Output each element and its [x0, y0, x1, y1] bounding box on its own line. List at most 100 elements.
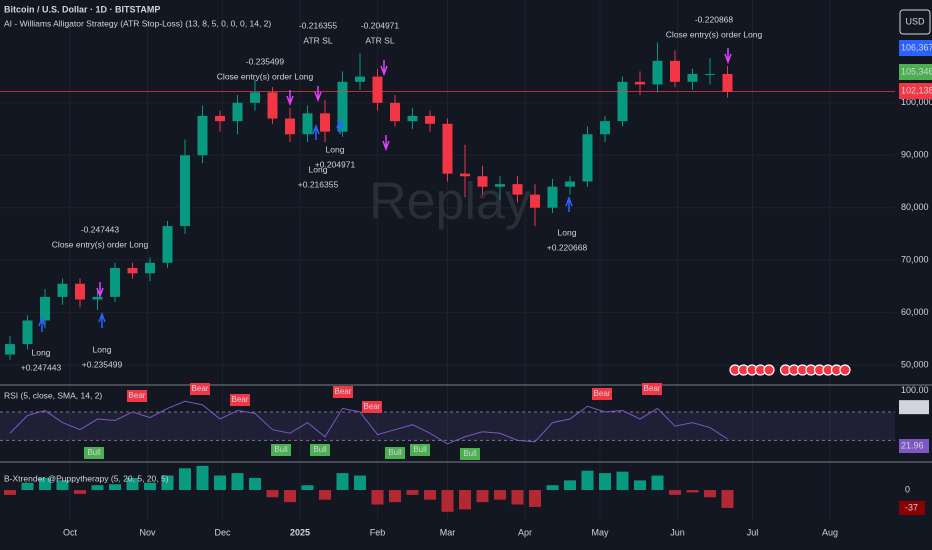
signal-box [460, 448, 480, 460]
candle-body [600, 121, 610, 135]
signal-box [333, 386, 353, 398]
hist-bar [634, 480, 646, 491]
hist-bar [284, 490, 296, 503]
hist-bar [4, 490, 16, 495]
rsi-band [0, 411, 895, 441]
value-tag [899, 500, 925, 515]
hist-bar [476, 490, 489, 503]
exit-arrow [96, 282, 104, 299]
entry-arrow [565, 195, 573, 212]
signal-label: Bear [594, 389, 611, 398]
pane-title: RSI (5, close, SMA, 14, 2) [4, 390, 102, 400]
candle-body [512, 184, 523, 195]
exit-arrow [314, 86, 322, 103]
trade-annotation: Long [558, 227, 577, 237]
entry-arrow [312, 123, 320, 140]
y-tick-label: 100.00 [901, 385, 929, 395]
candle-body [285, 118, 295, 135]
signal-label: Bull [313, 445, 327, 454]
candle-body [5, 344, 15, 355]
exit-arrow [724, 48, 732, 65]
trade-annotation: +0.216355 [298, 179, 339, 189]
candle-body [197, 115, 208, 156]
signal-box [310, 444, 330, 456]
hist-bar [686, 490, 699, 493]
x-tick-label: Jul [747, 527, 759, 537]
candle-body [302, 113, 313, 135]
signal-label: Bear [364, 402, 381, 411]
candle-body [267, 92, 278, 119]
x-tick-label: Mar [440, 527, 456, 537]
y-tick-label: 21.96 [901, 440, 924, 450]
hist-bar [39, 477, 51, 491]
symbol-title: Bitcoin / U.S. Dollar · 1D · BITSTAMP [4, 4, 160, 14]
value-tag [899, 400, 929, 415]
y-tick-label: 76.77 [901, 402, 924, 412]
hist-bar [494, 490, 506, 500]
y-tick-label: 70,000 [901, 255, 929, 265]
signal-box [190, 383, 210, 395]
x-tick-label: 2025 [290, 527, 310, 537]
hist-bar [266, 490, 279, 498]
pane-title: B-Xtrender @Puppytherapy (5, 20, 5, 20, … [4, 473, 169, 483]
hist-bar [511, 490, 524, 505]
hist-bar [196, 465, 209, 491]
hist-bar [441, 490, 454, 512]
candle-body [582, 134, 593, 182]
hist-bar [126, 477, 139, 491]
value-tag [899, 439, 929, 454]
candle-body [355, 76, 365, 82]
signal-label: Bull [87, 448, 101, 457]
candle-body [547, 186, 558, 208]
hist-bar [424, 490, 436, 500]
strategy-title: AI - Williams Alligator Strategy (ATR St… [4, 18, 271, 28]
hist-bar [651, 475, 664, 491]
price-tag [899, 64, 932, 80]
candle-body [110, 268, 120, 297]
y-tick-label: 80,000 [901, 202, 929, 212]
signal-box [362, 401, 382, 413]
hist-bar [371, 490, 384, 505]
signal-box [84, 447, 104, 459]
hist-bar [336, 473, 349, 491]
trade-annotation: -0.235499 [246, 56, 285, 66]
candle-body [180, 155, 190, 227]
candle-body [565, 181, 575, 187]
candle-body [22, 320, 33, 345]
hist-bar [301, 485, 314, 491]
trade-annotation: Close entry(s) order Long [666, 29, 763, 39]
exit-arrow [380, 60, 388, 77]
candle-body [407, 115, 418, 122]
candle-body [442, 123, 453, 174]
hist-bar [354, 475, 366, 491]
rsi-line [9, 400, 728, 445]
signal-label: Bear [192, 384, 209, 393]
candle-body [425, 115, 435, 124]
y-tick-label: 50,000 [901, 359, 929, 369]
candle-body [127, 268, 138, 274]
price-tag [899, 40, 932, 56]
entry-arrow [98, 311, 106, 328]
signal-box [385, 447, 405, 459]
candle-body [40, 296, 50, 321]
hist-bar [249, 477, 261, 491]
hist-bar [581, 470, 594, 491]
x-tick-label: Nov [139, 527, 156, 537]
hist-bar [56, 480, 69, 491]
exit-arrow [286, 90, 294, 107]
trade-annotation: ATR SL [365, 35, 394, 45]
x-tick-label: Feb [370, 527, 386, 537]
currency-box [899, 9, 931, 35]
signal-label: Bear [232, 395, 249, 404]
hist-bar [144, 482, 156, 491]
y-tick-label: 90,000 [901, 150, 929, 160]
signal-box [642, 383, 662, 395]
candle-body [145, 262, 155, 274]
trade-annotation: -0.216355 [299, 20, 338, 30]
trade-annotation: Long [93, 344, 112, 354]
signal-label: Bear [644, 384, 661, 393]
candle-body [652, 60, 663, 85]
candle-body [705, 73, 715, 75]
y-tick-label: 60,000 [901, 307, 929, 317]
